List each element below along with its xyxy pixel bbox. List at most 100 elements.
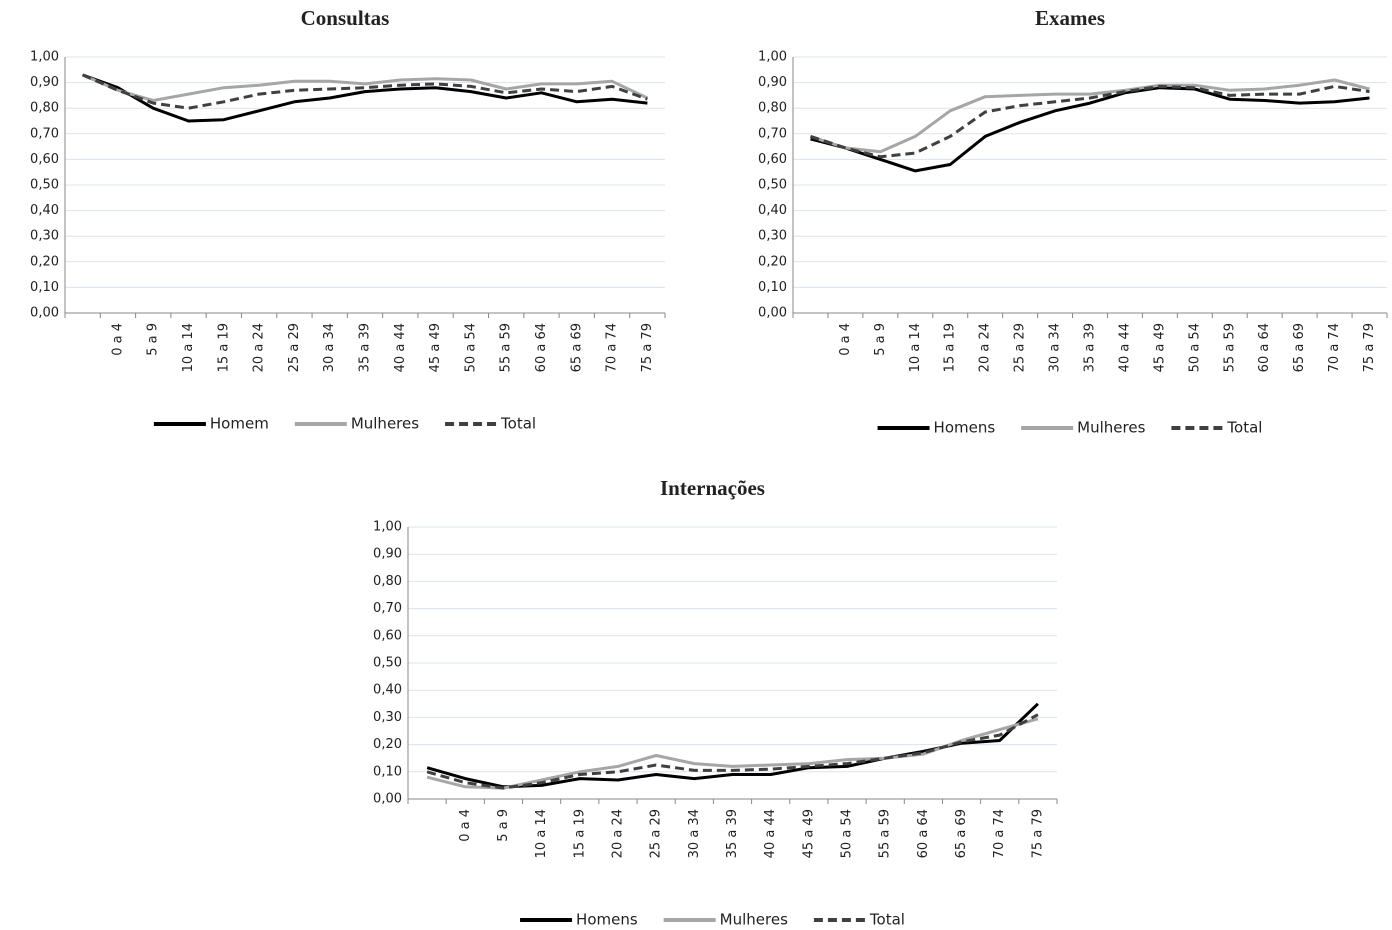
x-tick-label: 70 a 74 bbox=[605, 323, 620, 372]
x-tick-label: 5 a 9 bbox=[146, 323, 161, 356]
x-tick-label: 45 a 49 bbox=[801, 809, 816, 858]
series-line bbox=[82, 73, 648, 123]
x-tick-label: 75 a 79 bbox=[1362, 323, 1377, 372]
y-tick-label: 0,70 bbox=[30, 126, 59, 141]
x-tick-label: 50 a 54 bbox=[1187, 323, 1202, 372]
x-tick-label: 30 a 34 bbox=[322, 323, 337, 372]
x-tick-label: 40 a 44 bbox=[1117, 323, 1132, 372]
y-tick-label: 0,20 bbox=[373, 737, 402, 752]
x-tick-label: 75 a 79 bbox=[1030, 809, 1045, 858]
y-tick-label: 1,00 bbox=[373, 520, 402, 535]
legend-label: Total bbox=[500, 415, 536, 433]
y-tick-label: 0,30 bbox=[30, 229, 59, 244]
x-tick-label: 10 a 14 bbox=[181, 323, 196, 372]
y-tick-label: 0,70 bbox=[758, 126, 787, 141]
y-tick-label: 0,00 bbox=[30, 306, 59, 321]
chart: Exames 0,00 0,10 0,20 0,30 0,40 0,50 0,60 0,70 0,… bbox=[758, 6, 1388, 437]
x-tick-label: 60 a 64 bbox=[1257, 323, 1272, 372]
y-tick-label: 0,50 bbox=[30, 178, 59, 193]
x-tick-label: 50 a 54 bbox=[463, 323, 478, 372]
x-tick-label: 30 a 34 bbox=[687, 809, 702, 858]
x-tick-label: 45 a 49 bbox=[428, 323, 443, 372]
series-line bbox=[810, 86, 1370, 173]
y-tick-label: 0,20 bbox=[30, 254, 59, 269]
x-tick-label: 15 a 19 bbox=[216, 323, 231, 372]
legend: Homens Mulheres Total bbox=[520, 911, 905, 929]
chart: Internações 0,00 0,10 0,20 0,30 0,40 0,50 0,60 0… bbox=[373, 476, 1058, 929]
x-tick-label: 55 a 59 bbox=[499, 323, 514, 372]
y-tick-label: 0,30 bbox=[758, 229, 787, 244]
y-tick-label: 1,00 bbox=[30, 50, 59, 65]
y-tick-label: 0,10 bbox=[758, 280, 787, 295]
y-tick-label: 0,80 bbox=[758, 101, 787, 116]
x-tick-label: 55 a 59 bbox=[1222, 323, 1237, 372]
x-tick-label: 65 a 69 bbox=[1292, 323, 1307, 372]
y-tick-label: 0,60 bbox=[373, 628, 402, 643]
y-tick-label: 0,90 bbox=[373, 547, 402, 562]
y-tick-label: 0,80 bbox=[373, 574, 402, 589]
x-tick-label: 20 a 24 bbox=[252, 323, 267, 372]
legend-label: Mulheres bbox=[351, 415, 419, 433]
y-tick-label: 0,10 bbox=[30, 280, 59, 295]
legend: Homem Mulheres Total bbox=[153, 415, 536, 433]
x-tick-label: 30 a 34 bbox=[1048, 323, 1063, 372]
y-tick-label: 0,40 bbox=[758, 203, 787, 218]
chart-title: Consultas bbox=[301, 6, 390, 30]
x-tick-label: 10 a 14 bbox=[908, 323, 923, 372]
y-tick-label: 0,20 bbox=[758, 254, 787, 269]
legend: Homens Mulheres Total bbox=[877, 419, 1262, 437]
x-tick-label: 20 a 24 bbox=[978, 323, 993, 372]
x-tick-label: 40 a 44 bbox=[763, 809, 778, 858]
x-tick-label: 45 a 49 bbox=[1152, 323, 1167, 372]
legend-label: Mulheres bbox=[720, 911, 788, 929]
chart-title: Internações bbox=[660, 476, 765, 500]
x-tick-label: 70 a 74 bbox=[992, 809, 1007, 858]
y-tick-label: 0,50 bbox=[373, 656, 402, 671]
chart-title: Exames bbox=[1035, 6, 1105, 30]
legend-label: Mulheres bbox=[1077, 419, 1145, 437]
y-tick-label: 0,60 bbox=[30, 152, 59, 167]
x-tick-label: 15 a 19 bbox=[943, 323, 958, 372]
x-tick-label: 5 a 9 bbox=[496, 809, 511, 842]
x-tick-label: 35 a 39 bbox=[725, 809, 740, 858]
legend-label: Homem bbox=[210, 415, 269, 433]
x-tick-label: 60 a 64 bbox=[534, 323, 549, 372]
series-line bbox=[426, 713, 1039, 790]
y-tick-label: 0,70 bbox=[373, 601, 402, 616]
x-tick-label: 0 a 4 bbox=[110, 323, 125, 356]
y-tick-label: 0,10 bbox=[373, 764, 402, 779]
y-tick-label: 0,00 bbox=[758, 306, 787, 321]
legend-label: Total bbox=[1226, 419, 1262, 437]
y-tick-label: 0,40 bbox=[30, 203, 59, 218]
x-tick-label: 0 a 4 bbox=[838, 323, 853, 356]
series-line bbox=[810, 84, 1370, 159]
y-tick-label: 0,80 bbox=[30, 101, 59, 116]
chart: Consultas 0,00 0,10 0,20 0,30 0,40 0,50 0,60 0,7… bbox=[30, 6, 666, 433]
y-tick-label: 1,00 bbox=[758, 50, 787, 65]
x-tick-label: 25 a 29 bbox=[1013, 323, 1028, 372]
x-tick-label: 65 a 69 bbox=[569, 323, 584, 372]
x-tick-label: 75 a 79 bbox=[640, 323, 655, 372]
x-tick-label: 35 a 39 bbox=[358, 323, 373, 372]
x-tick-label: 60 a 64 bbox=[916, 809, 931, 858]
y-tick-label: 0,00 bbox=[373, 792, 402, 807]
y-tick-label: 0,30 bbox=[373, 710, 402, 725]
x-tick-label: 5 a 9 bbox=[873, 323, 888, 356]
series-line bbox=[426, 717, 1039, 790]
y-tick-label: 0,60 bbox=[758, 152, 787, 167]
x-tick-label: 25 a 29 bbox=[649, 809, 664, 858]
x-tick-label: 65 a 69 bbox=[954, 809, 969, 858]
x-tick-label: 15 a 19 bbox=[572, 809, 587, 858]
x-tick-label: 0 a 4 bbox=[458, 809, 473, 842]
legend-label: Total bbox=[869, 911, 905, 929]
y-tick-label: 0,50 bbox=[758, 178, 787, 193]
series-line bbox=[82, 73, 649, 102]
y-tick-label: 0,90 bbox=[30, 75, 59, 90]
y-tick-label: 0,40 bbox=[373, 683, 402, 698]
x-tick-label: 50 a 54 bbox=[840, 809, 855, 858]
series-line bbox=[810, 78, 1370, 154]
x-tick-label: 35 a 39 bbox=[1083, 323, 1098, 372]
x-tick-label: 25 a 29 bbox=[287, 323, 302, 372]
legend-label: Homens bbox=[934, 419, 996, 437]
